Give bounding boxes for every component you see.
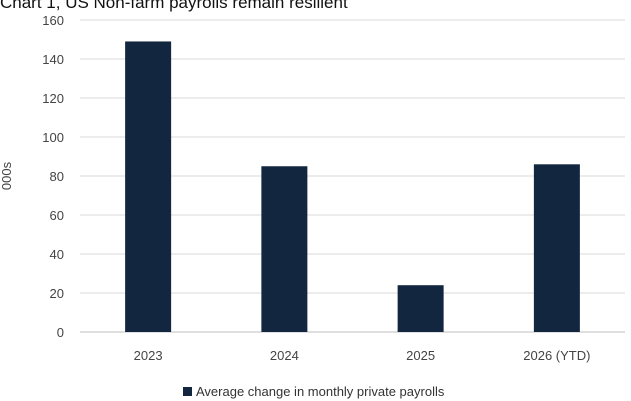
bar — [397, 285, 444, 332]
bars — [125, 41, 580, 332]
y-tick-label: 0 — [57, 325, 64, 340]
y-tick-label: 20 — [50, 286, 64, 301]
x-tick-label: 2023 — [134, 348, 163, 363]
y-tick-label: 160 — [42, 13, 64, 28]
y-tick-label: 80 — [50, 169, 64, 184]
legend-label: Average change in monthly private payrol… — [196, 384, 445, 399]
bar — [533, 164, 580, 332]
y-tick-label: 120 — [42, 91, 64, 106]
chart-title: Chart 1, US Non-farm payrolls remain res… — [0, 0, 348, 12]
x-tick-label: 2026 (YTD) — [523, 348, 590, 363]
x-tick-label: 2024 — [270, 348, 299, 363]
y-axis-ticks: 0 20 40 60 80 100 120 140 160 — [42, 13, 64, 340]
y-tick-label: 100 — [42, 130, 64, 145]
legend-swatch — [183, 387, 192, 396]
bar — [125, 41, 172, 332]
y-tick-label: 40 — [50, 247, 64, 262]
y-tick-label: 140 — [42, 52, 64, 67]
legend: Average change in monthly private payrol… — [183, 384, 445, 399]
x-tick-label: 2025 — [406, 348, 435, 363]
y-axis-label: 000s — [0, 161, 14, 190]
bar — [261, 166, 308, 332]
x-axis-ticks: 2023 2024 2025 2026 (YTD) — [134, 348, 591, 363]
y-tick-label: 60 — [50, 208, 64, 223]
